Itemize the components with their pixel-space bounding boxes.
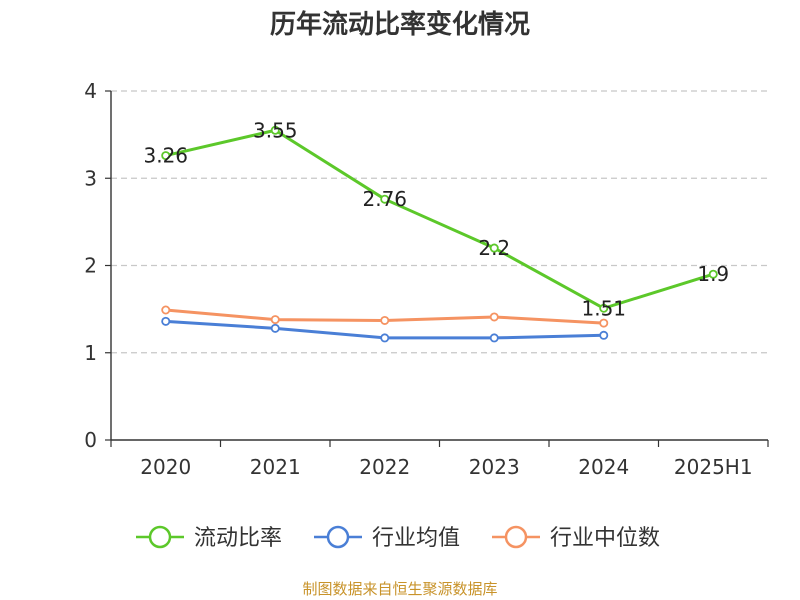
data-label: 1.9 (697, 262, 729, 286)
legend-label: 行业中位数 (550, 526, 660, 551)
x-tick-label: 2020 (140, 455, 191, 479)
data-point[interactable] (161, 305, 171, 315)
legend-item[interactable]: 行业均值 (314, 525, 460, 551)
data-point[interactable] (270, 323, 280, 333)
data-point[interactable] (599, 330, 609, 340)
data-label: 3.26 (143, 144, 188, 168)
data-point[interactable] (489, 333, 499, 343)
data-point[interactable] (270, 315, 280, 325)
data-point[interactable] (380, 194, 390, 204)
data-point[interactable] (599, 318, 609, 328)
data-point[interactable] (161, 316, 171, 326)
legend-item[interactable]: 行业中位数 (492, 525, 660, 551)
axes: 0 1 2 3 4 2020 2021 2022 2023 2024 2025H1 (84, 79, 769, 479)
legend-label: 行业均值 (372, 526, 460, 551)
legend-marker-icon (326, 525, 350, 549)
data-point[interactable] (489, 312, 499, 322)
data-point[interactable] (380, 333, 390, 343)
series-line (165, 128, 714, 310)
data-point[interactable] (161, 151, 171, 161)
x-tick-label: 2022 (359, 455, 410, 479)
y-tick-label: 0 (84, 428, 97, 452)
data-point[interactable] (599, 303, 609, 313)
legend-label: 流动比率 (194, 526, 282, 551)
legend: 流动比率 行业均值 行业中位数 (136, 525, 660, 551)
data-label: 2.2 (478, 236, 510, 260)
data-label: 3.55 (253, 118, 298, 142)
source-note: 制图数据来自恒生聚源数据库 (302, 580, 498, 598)
x-tick-label: 2025H1 (674, 455, 753, 479)
data-point[interactable] (380, 315, 390, 325)
chart-title: 历年流动比率变化情况 (269, 10, 530, 40)
x-tick-label: 2021 (250, 455, 301, 479)
data-label: 1.51 (581, 296, 626, 320)
data-point[interactable] (708, 269, 718, 279)
legend-marker-icon (148, 525, 172, 549)
y-tick-label: 4 (84, 79, 97, 103)
legend-item[interactable]: 流动比率 (136, 525, 282, 551)
y-tick-label: 1 (84, 341, 97, 365)
y-tick-label: 3 (84, 166, 97, 190)
x-tick-label: 2024 (578, 455, 629, 479)
series-lines (161, 125, 718, 343)
legend-marker-icon (504, 525, 528, 549)
y-tick-label: 2 (84, 254, 97, 278)
data-point[interactable] (489, 243, 499, 253)
x-tick-label: 2023 (469, 455, 520, 479)
data-label: 2.76 (362, 187, 407, 211)
data-point[interactable] (270, 125, 280, 135)
data-labels: 3.26 3.55 2.76 2.2 1.51 1.9 (143, 118, 729, 320)
